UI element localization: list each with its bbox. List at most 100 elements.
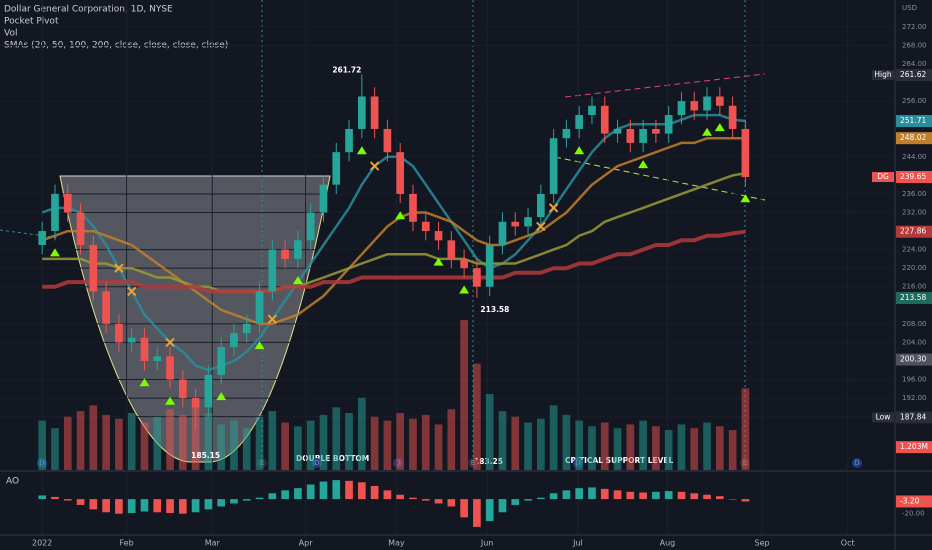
ao-bar [306,484,315,500]
support-line [554,156,766,201]
x-tick-label: Jul [572,539,583,548]
price-tag [872,412,894,423]
volume-bar [703,422,711,470]
volume-bar [38,420,47,470]
chart-title: Dollar General Corporation, 1D, NYSE [4,5,173,15]
candle-body [153,356,162,361]
y-tick-label: 244.00 [902,153,927,161]
volume-bar [409,418,417,470]
crossover [114,263,124,273]
price-pill [896,353,932,366]
y-tick-label: 216.00 [902,283,927,291]
volume-bar [306,420,315,470]
x-tick-label: Sep [754,539,769,548]
ao-bar [498,499,507,513]
event-label: D [854,459,859,467]
ao-bar [562,490,571,500]
ao-bar [728,499,737,500]
candle-body [268,249,277,292]
ao-bar [319,481,328,500]
ao-bar [677,491,686,500]
y-tick-label: 272.00 [902,23,927,31]
candle-body [396,152,405,194]
pocket-pivot [49,248,60,257]
ao-bar [664,491,673,500]
volume-bar [255,416,264,470]
price-tag-name: High [874,70,891,79]
price-pill [896,69,932,82]
candle-body [562,128,571,139]
pocket-pivot [433,257,444,266]
volume-bar [537,418,545,470]
volume-bar [690,428,699,470]
ao-bar [281,490,289,500]
low-annotation: 185.15 [191,451,220,460]
ao-bar [383,490,392,500]
ao-bar [549,493,558,500]
candle-body [294,240,302,259]
ao-bar [460,499,468,518]
x-tick-label: Feb [119,539,133,548]
volume-bar [179,414,187,470]
y-tick-label: 196.00 [902,376,927,384]
candle-body [524,217,532,227]
ao-pill [896,495,932,508]
volume-bar [51,428,59,470]
pocket-pivot [714,123,725,132]
candle-body [63,193,72,213]
ao-bar [421,499,430,501]
pocket-pivot [292,276,303,285]
y-tick-label: 264.00 [902,60,927,68]
volume-bar [76,411,85,470]
y-tick-label: 220.00 [902,264,927,272]
indicator-label: Vol [4,29,17,39]
ao-bar [230,499,238,504]
ao-bar [434,499,443,504]
candle-body [498,221,507,245]
pocket-pivot [356,146,367,155]
volume-bar [396,413,405,470]
crossover [126,286,137,297]
ao-bar [102,499,110,513]
candle-body [716,96,724,106]
volume-bar [498,411,507,470]
y-tick-label: 268.00 [902,41,927,49]
volume-bar [485,394,494,470]
candle-body [421,221,430,232]
candle-body [664,115,673,134]
ao-bar [204,499,213,510]
volume-bar [549,405,558,470]
ao-title: AO [6,477,19,487]
candle-body [281,249,289,259]
event-icon[interactable] [852,458,862,468]
volume-pill-text: 1.203M [900,442,928,451]
volume-bar [728,430,737,470]
price-pill [896,411,932,424]
price-label: 200.30 [896,353,932,366]
x-tick-label: 2022 [32,539,52,548]
crossover [548,203,559,213]
ao-bar [575,488,584,500]
volume-bar [524,422,532,470]
ao-bar [51,496,59,500]
price-pill [896,171,932,184]
ao-bar [703,494,711,500]
volume-bar [434,424,443,470]
candle-body [89,244,98,292]
candle-body [179,379,187,399]
candle-body [652,128,660,134]
volume-bar [242,428,251,470]
candle-body [677,101,686,116]
candle-body [370,96,379,129]
pocket-pivot [139,378,150,387]
candle-body [127,337,136,343]
candle-body [332,152,341,185]
volume-bar [281,422,289,470]
candle-body [549,138,558,194]
volume-bar [102,414,110,470]
volume-bar [473,363,481,470]
candle-body [741,128,750,178]
event-label: D [314,459,319,467]
volume-bar [664,430,673,470]
pocket-pivot [395,211,406,220]
